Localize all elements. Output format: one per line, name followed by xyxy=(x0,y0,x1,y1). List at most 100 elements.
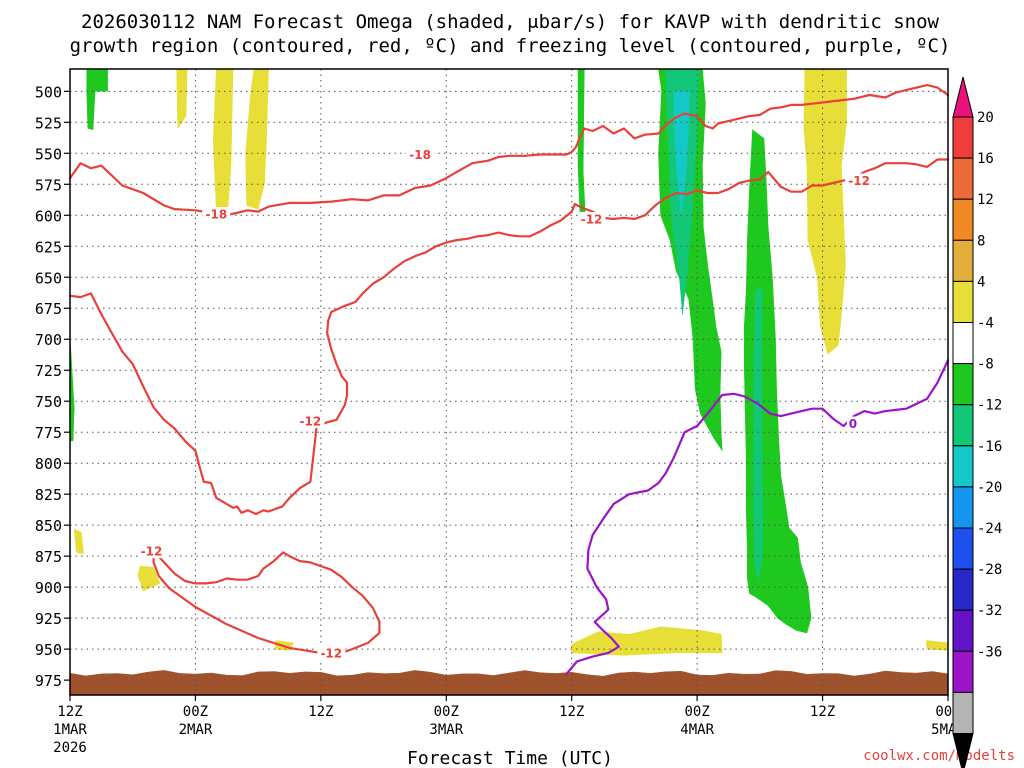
contour-label-bg-1 xyxy=(202,207,231,222)
contour-label-1: -18 xyxy=(205,208,227,222)
y-tick-label-800: 800 xyxy=(35,455,62,473)
plot-frame xyxy=(69,68,949,696)
colorbar-label-1: 16 xyxy=(977,151,994,167)
colorbar-bin-8 xyxy=(952,404,974,447)
credit-text: coolwx.com/modelts xyxy=(863,748,1015,764)
y-tick-label-625: 625 xyxy=(35,238,62,256)
chart-title-line-1: 2026030112 NAM Forecast Omega (shaded, μ… xyxy=(81,11,939,33)
contour-label-7: 0 xyxy=(849,417,857,431)
colorbar-label-13: -36 xyxy=(977,644,1002,660)
colorbar-label-0: 20 xyxy=(977,110,994,126)
chart-title-line-2: growth region (contoured, red, ºC) and f… xyxy=(70,35,951,57)
colorbar-label-10: -24 xyxy=(977,521,1002,537)
y-tick-label-725: 725 xyxy=(35,362,62,380)
contour-label-6: -12 xyxy=(320,646,342,660)
x-tick-label-60: 00Z xyxy=(684,704,709,720)
colorbar-label-9: -20 xyxy=(977,480,1002,496)
x-tick-label-12: 00Z xyxy=(183,704,208,720)
colorbar-label-5: -4 xyxy=(977,316,994,332)
contour-label-bg-6 xyxy=(317,645,346,660)
colorbar-label-12: -32 xyxy=(977,603,1002,619)
x-axis: 12Z 1MAR 2026 00Z 2MAR 12Z 00Z 3MAR 12Z 00Z 4MAR 12… xyxy=(53,695,965,756)
colorbar-bin-16 xyxy=(952,733,974,768)
y-tick-label-950: 950 xyxy=(35,641,62,659)
colorbar-bin-11 xyxy=(952,527,974,570)
y-tick-label-825: 825 xyxy=(35,486,62,504)
colorbar-bin-4 xyxy=(952,239,974,282)
contour-line-1-level--12 xyxy=(68,158,950,516)
contour-label-4: -12 xyxy=(300,415,322,429)
colorbar-bin-1 xyxy=(952,116,974,159)
y-tick-label-700: 700 xyxy=(35,331,62,349)
colorbar-label-6: -8 xyxy=(977,357,994,373)
colorbar: 20 16 12 8 4 -4 -8 -12 -16 -20 -24 -28 -32 -36 xyxy=(952,76,1002,768)
contour-line-3-level-0 xyxy=(565,359,950,676)
y-tick-label-550: 550 xyxy=(35,145,62,163)
colorbar-label-7: -12 xyxy=(977,398,1002,414)
y-tick-label-750: 750 xyxy=(35,393,62,411)
colorbar-label-3: 8 xyxy=(977,233,985,249)
contour-label-5: -12 xyxy=(141,545,163,559)
contour-line-0-level--18 xyxy=(68,83,950,216)
contour-label-bg-4 xyxy=(296,414,325,429)
x-tick-date-12: 2MAR xyxy=(179,722,213,738)
colorbar-bin-9 xyxy=(952,445,974,488)
x-tick-label-48: 12Z xyxy=(559,704,584,720)
y-tick-label-600: 600 xyxy=(35,207,62,225)
y-tick-label-875: 875 xyxy=(35,548,62,566)
x-tick-year-0: 2026 xyxy=(53,740,87,756)
y-axis: 500 525 550 575 600 625 650 675 700 725 750 775 800 8… xyxy=(35,83,70,690)
omega-region-5 xyxy=(73,528,84,555)
x-axis-title: Forecast Time (UTC) xyxy=(407,748,613,768)
y-tick-label-900: 900 xyxy=(35,579,62,597)
colorbar-label-11: -28 xyxy=(977,562,1002,578)
terrain-fill xyxy=(69,670,949,696)
contour-label-3: -12 xyxy=(848,174,870,188)
y-tick-label-775: 775 xyxy=(35,424,62,442)
contour-label-0: -18 xyxy=(409,148,431,162)
contour-label-bg-3 xyxy=(845,173,874,188)
contour-label-bg-2 xyxy=(577,211,606,226)
omega-region-8 xyxy=(571,626,723,656)
colorbar-label-2: 12 xyxy=(977,192,994,208)
colorbar-bin-6 xyxy=(952,322,974,365)
y-tick-label-575: 575 xyxy=(35,176,62,194)
temperature-contours xyxy=(68,83,950,676)
colorbar-bin-12 xyxy=(952,568,974,611)
y-tick-label-500: 500 xyxy=(35,83,62,101)
x-tick-label-0: 12Z xyxy=(57,704,82,720)
colorbar-bin-2 xyxy=(952,157,974,200)
terrain-layer xyxy=(69,670,949,696)
contour-label-bg-5 xyxy=(137,544,166,559)
colorbar-bin-14 xyxy=(952,650,974,693)
x-tick-date-0: 1MAR xyxy=(53,722,87,738)
y-tick-label-650: 650 xyxy=(35,269,62,287)
colorbar-bin-7 xyxy=(952,363,974,406)
contour-line-2-level--12 xyxy=(152,550,381,655)
omega-region-4 xyxy=(245,68,269,210)
x-tick-label-24: 12Z xyxy=(308,704,333,720)
colorbar-bin-15 xyxy=(952,691,974,735)
colorbar-bin-10 xyxy=(952,486,974,529)
x-tick-label-36: 00Z xyxy=(434,704,459,720)
omega-region-16 xyxy=(753,289,764,582)
x-tick-label-72: 12Z xyxy=(810,704,835,720)
colorbar-bin-13 xyxy=(952,609,974,652)
y-tick-label-925: 925 xyxy=(35,610,62,628)
x-tick-date-60: 4MAR xyxy=(680,722,714,738)
y-tick-label-975: 975 xyxy=(35,672,62,690)
omega-region-6 xyxy=(137,565,161,592)
x-tick-date-36: 3MAR xyxy=(429,722,463,738)
contour-label-2: -12 xyxy=(581,212,603,226)
y-tick-label-525: 525 xyxy=(35,114,62,132)
contour-labels: -18 -18 -12 -12 -12 -12 -12 0 xyxy=(137,147,874,660)
colorbar-bin-5 xyxy=(952,280,974,323)
contour-label-bg-7 xyxy=(846,416,859,431)
colorbar-bin-3 xyxy=(952,198,974,241)
colorbar-label-8: -16 xyxy=(977,439,1002,455)
contour-label-bg-0 xyxy=(406,147,435,162)
y-tick-label-850: 850 xyxy=(35,517,62,535)
omega-shading-layer xyxy=(69,68,949,656)
